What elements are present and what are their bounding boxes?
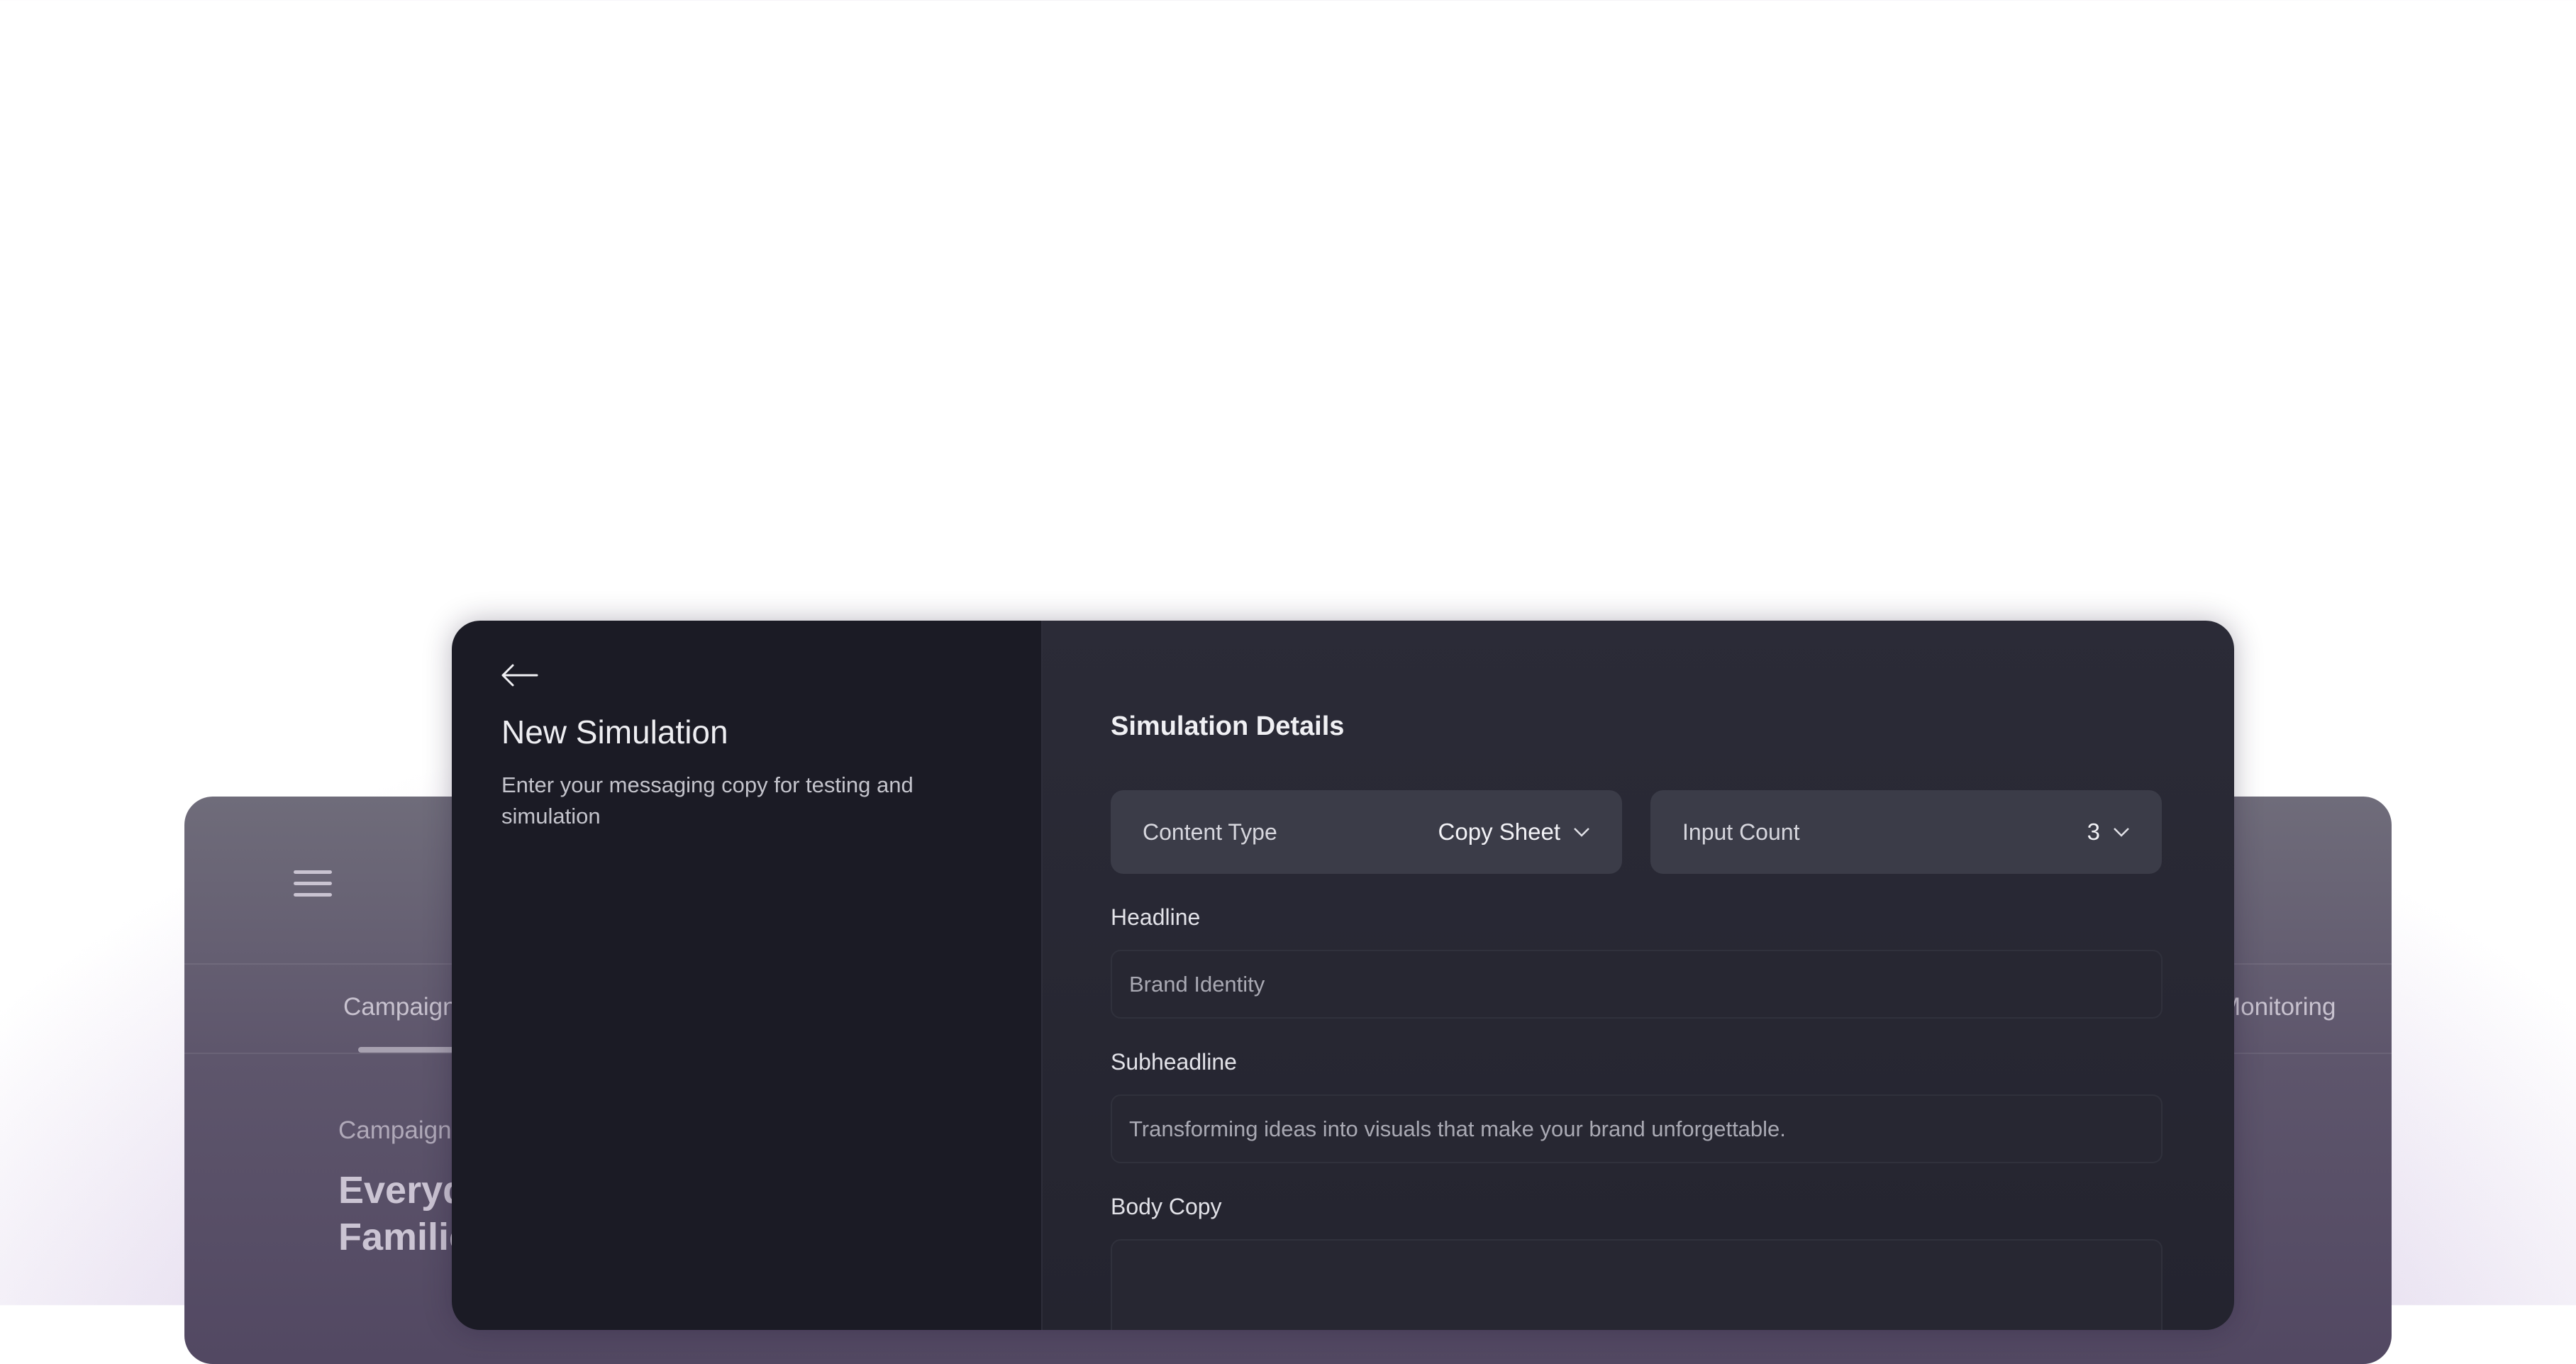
modal-sidebar: New Simulation Enter your messaging copy… <box>452 621 1043 1330</box>
page-subtitle: Enter your messaging copy for testing an… <box>501 772 914 828</box>
subheadline-label: Subheadline <box>1111 1049 1237 1075</box>
simulation-details-panel: Simulation Details Content Type Copy She… <box>1043 621 2234 1330</box>
chevron-down-icon <box>1574 828 1589 837</box>
tab-monitoring[interactable]: Monitoring <box>2220 993 2336 1021</box>
hamburger-menu-icon[interactable] <box>294 870 332 897</box>
headline-input[interactable]: Brand Identity <box>1111 950 2163 1019</box>
section-title: Simulation Details <box>1111 711 1345 741</box>
campaign-title-line: Everyd <box>338 1169 467 1211</box>
input-count-dropdown[interactable]: Input Count 3 <box>1650 790 2162 874</box>
headline-label: Headline <box>1111 904 1201 930</box>
chevron-down-icon <box>2114 828 2129 837</box>
campaign-title-line: Familie <box>338 1216 471 1258</box>
dropdown-value: Copy Sheet <box>1438 819 1560 845</box>
active-tab-indicator <box>358 1047 500 1053</box>
dropdown-value: 3 <box>2087 819 2100 845</box>
back-arrow-icon[interactable] <box>500 663 540 687</box>
new-simulation-modal: New Simulation Enter your messaging copy… <box>452 621 2234 1330</box>
dropdown-label: Content Type <box>1143 819 1277 845</box>
section-label: Campaign <box>338 1116 452 1144</box>
content-type-dropdown[interactable]: Content Type Copy Sheet <box>1111 790 1622 874</box>
page-title: New Simulation <box>501 714 728 750</box>
campaign-title: Everyd Familie <box>338 1167 470 1260</box>
body-copy-label: Body Copy <box>1111 1194 1222 1219</box>
tab-campaign[interactable]: Campaign <box>343 993 457 1021</box>
dropdown-label: Input Count <box>1682 819 1800 845</box>
subheadline-input[interactable]: Transforming ideas into visuals that mak… <box>1111 1094 2163 1163</box>
body-copy-textarea[interactable] <box>1111 1239 2163 1330</box>
